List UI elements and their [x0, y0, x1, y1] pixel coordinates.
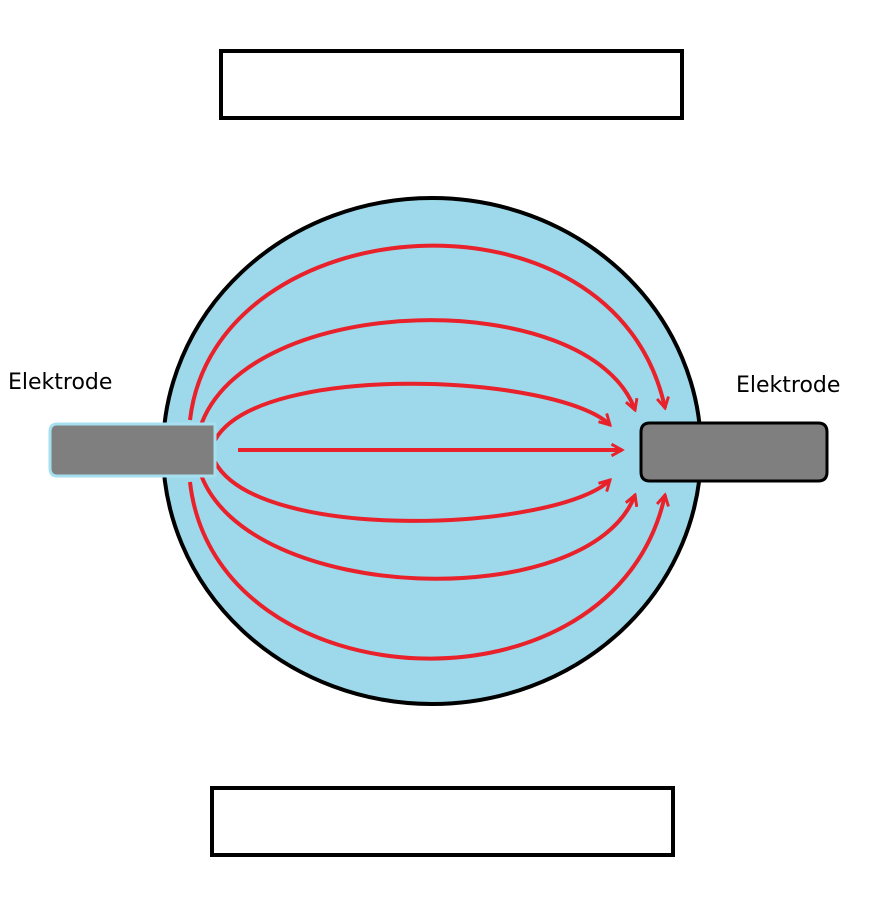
- field-line-3: [213, 381, 610, 441]
- field-line-5: [213, 461, 610, 523]
- field-lines: [188, 243, 665, 661]
- right-electrode-label: Elektrode: [736, 373, 841, 398]
- answer-box-bottom[interactable]: [210, 786, 675, 857]
- answer-box-top[interactable]: [219, 49, 684, 120]
- left-electrode-label: Elektrode: [8, 370, 113, 395]
- field-line-6: [198, 471, 635, 581]
- right-electrode: [639, 421, 829, 483]
- field-line-1: [188, 243, 665, 421]
- field-line-2: [198, 318, 635, 429]
- left-electrode: [48, 422, 217, 478]
- field-line-7: [188, 481, 665, 661]
